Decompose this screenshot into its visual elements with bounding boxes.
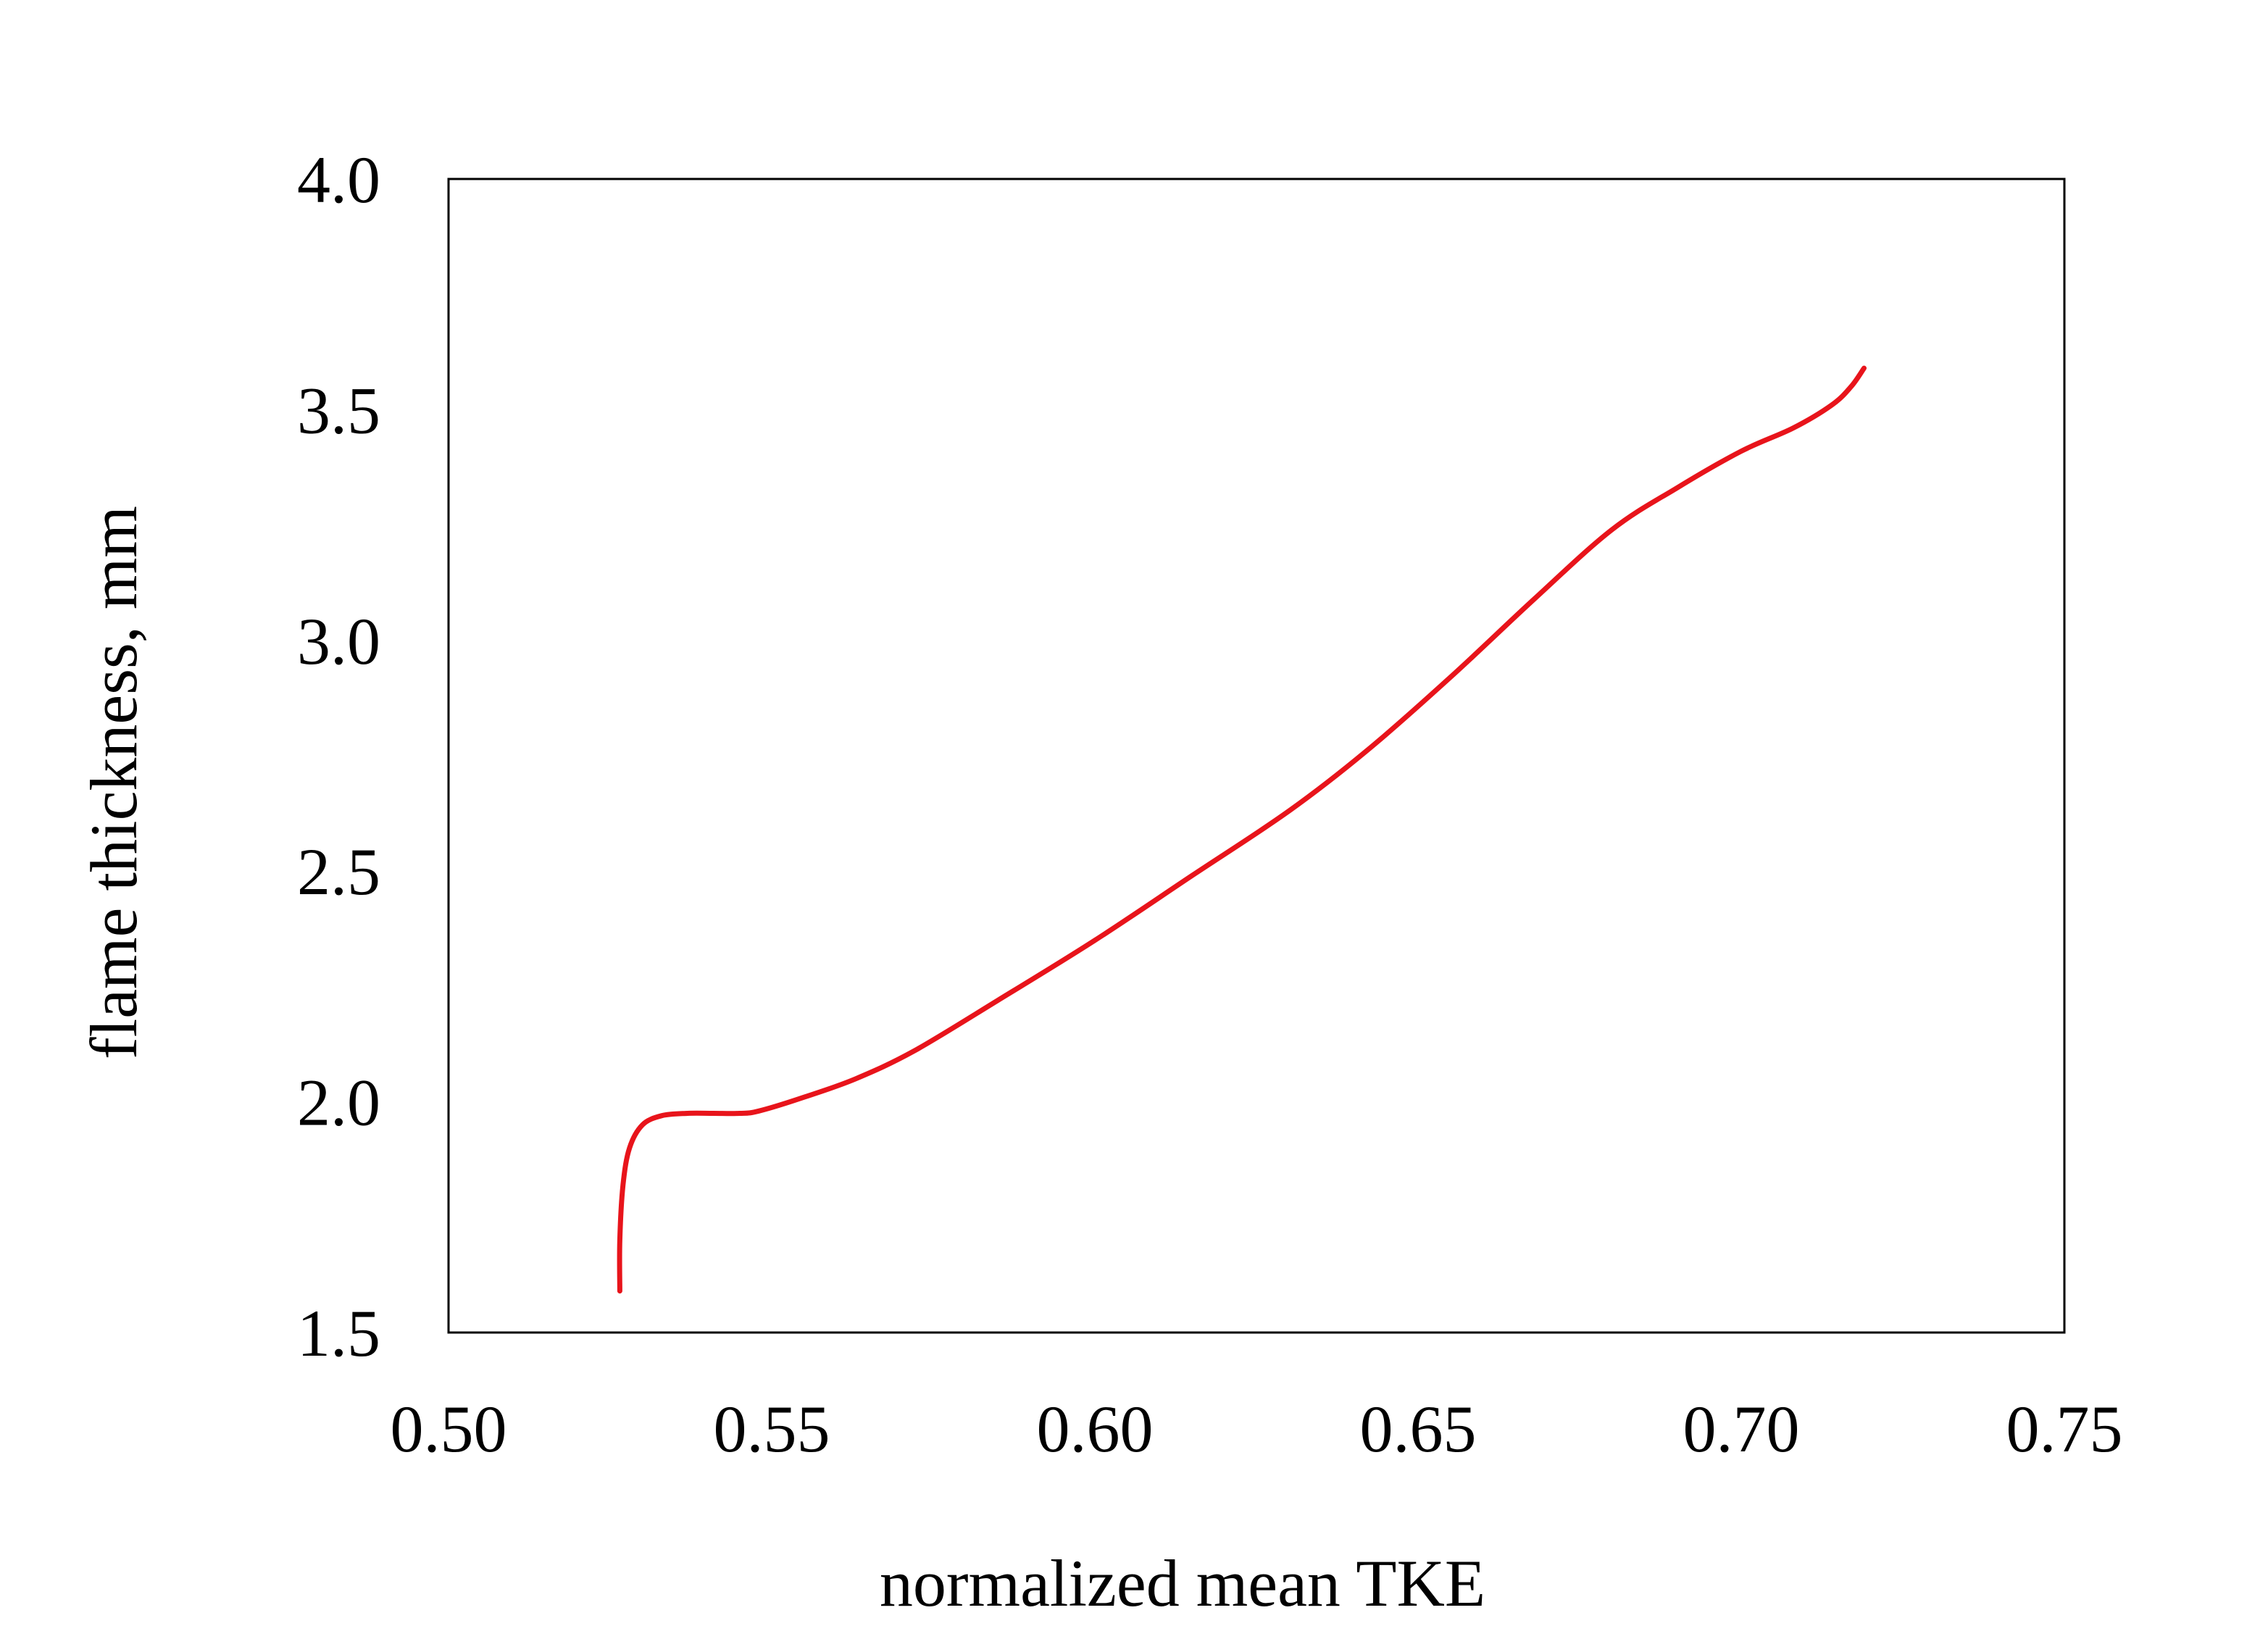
x-axis-title: normalized mean TKE: [880, 1546, 1485, 1620]
y-axis-title: flame thickness, mm: [77, 506, 151, 1059]
series-line-0: [617, 365, 1867, 1294]
y-tick-label: 4.0: [297, 143, 380, 217]
y-axis-ticks: 1.5 2.0 2.5 3.0 3.5 4.0: [297, 143, 380, 1370]
y-tick-label: 2.0: [297, 1066, 380, 1140]
x-tick-label: 0.65: [1360, 1392, 1477, 1466]
plot-area: [447, 178, 2066, 1334]
y-tick-label: 3.5: [297, 373, 380, 447]
y-tick-label: 3.0: [297, 604, 380, 678]
y-tick-label: 1.5: [297, 1296, 380, 1370]
x-axis-ticks: 0.50 0.55 0.60 0.65 0.70 0.75: [391, 1392, 2123, 1466]
x-tick-label: 0.70: [1683, 1392, 1800, 1466]
x-tick-label: 0.60: [1037, 1392, 1154, 1466]
x-tick-label: 0.55: [714, 1392, 830, 1466]
y-tick-label: 2.5: [297, 835, 380, 909]
x-tick-label: 0.75: [2006, 1392, 2123, 1466]
series-layer: [617, 365, 1867, 1294]
x-tick-label: 0.50: [391, 1392, 507, 1466]
